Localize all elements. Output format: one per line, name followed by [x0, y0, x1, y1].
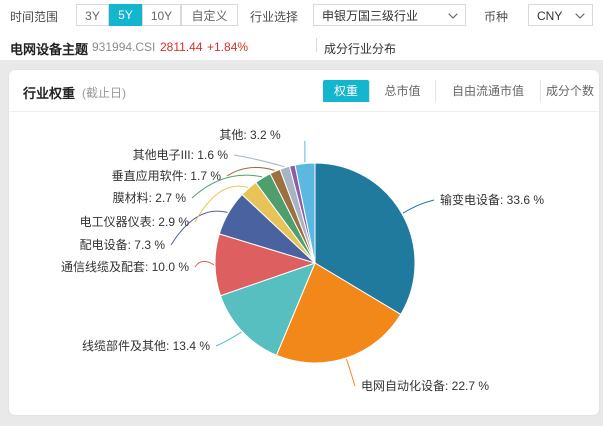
- svg-text:通信线缆及配套: 10.0 %: 通信线缆及配套: 10.0 %: [61, 260, 189, 274]
- svg-text:输变电设备: 33.6 %: 输变电设备: 33.6 %: [440, 192, 544, 207]
- svg-text:膜材料: 2.7 %: 膜材料: 2.7 %: [113, 191, 187, 205]
- svg-text:其他: 3.2 %: 其他: 3.2 %: [219, 128, 281, 142]
- svg-text:线缆部件及其他: 13.4 %: 线缆部件及其他: 13.4 %: [82, 338, 210, 353]
- svg-text:电网自动化设备: 22.7 %: 电网自动化设备: 22.7 %: [361, 379, 489, 393]
- svg-text:垂直应用软件: 1.7 %: 垂直应用软件: 1.7 %: [112, 168, 222, 183]
- svg-text:电工仪器仪表: 2.9 %: 电工仪器仪表: 2.9 %: [80, 215, 190, 229]
- svg-text:配电设备: 7.3 %: 配电设备: 7.3 %: [80, 238, 166, 252]
- svg-text:其他电子III: 1.6 %: 其他电子III: 1.6 %: [133, 148, 229, 162]
